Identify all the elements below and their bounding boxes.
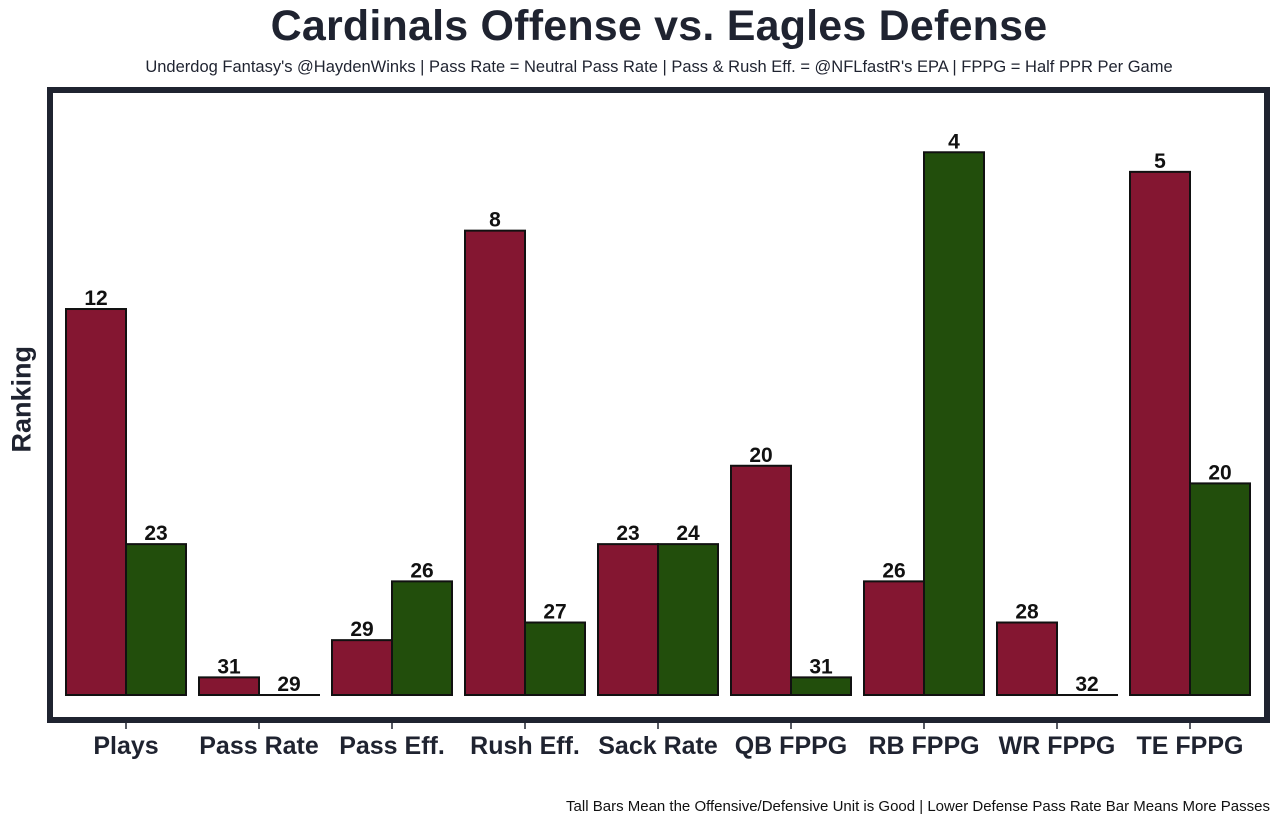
x-tick-label-sack-rate: Sack Rate	[598, 732, 718, 760]
offense-bar-rb-fppg	[863, 580, 925, 696]
chart-footer-note: Tall Bars Mean the Offensive/Defensive U…	[566, 798, 1270, 815]
defense-bar-te-fppg	[1189, 482, 1251, 696]
offense-rank-label-wr-fppg: 28	[1015, 601, 1039, 624]
defense-rank-label-sack-rate: 24	[676, 522, 700, 545]
offense-rank-label-qb-fppg: 20	[749, 444, 772, 467]
chart-title: Cardinals Offense vs. Eagles Defense	[270, 2, 1048, 50]
offense-rank-label-sack-rate: 23	[616, 522, 639, 545]
offense-bar-qb-fppg	[730, 464, 792, 696]
defense-rank-label-rush-eff: 27	[543, 601, 566, 624]
offense-rank-label-rush-eff: 8	[489, 209, 501, 232]
value-labels-layer: 12 23 31 29 29 26 8 27 23 24 20 31 26 4 28 32 5 20	[84, 130, 1231, 696]
offense-rank-label-pass-rate: 31	[217, 655, 241, 678]
offense-bar-rush-eff	[464, 229, 526, 696]
offense-rank-label-plays: 12	[84, 287, 107, 310]
x-tick-label-rb-fppg: RB FPPG	[868, 732, 979, 760]
plot-frame	[47, 87, 1270, 723]
x-tick-label-pass-eff: Pass Eff.	[339, 732, 445, 760]
offense-bar-pass-eff	[331, 639, 393, 696]
defense-bar-sack-rate	[657, 543, 719, 696]
defense-bar-pass-eff	[391, 580, 453, 696]
x-tick-label-qb-fppg: QB FPPG	[735, 732, 848, 760]
x-tick-label-plays: Plays	[93, 732, 158, 760]
defense-rank-label-rb-fppg: 4	[948, 130, 960, 153]
chart-subtitle: Underdog Fantasy's @HaydenWinks | Pass R…	[145, 58, 1173, 76]
offense-bar-sack-rate	[597, 543, 659, 696]
defense-rank-label-qb-fppg: 31	[809, 655, 833, 678]
defense-bar-rush-eff	[524, 621, 586, 696]
x-tick-label-te-fppg: TE FPPG	[1137, 732, 1244, 760]
offense-bar-wr-fppg	[996, 621, 1058, 696]
bars-layer	[65, 151, 1251, 697]
defense-bar-rb-fppg	[923, 151, 985, 696]
defense-rank-label-wr-fppg: 32	[1075, 673, 1098, 696]
offense-rank-label-te-fppg: 5	[1154, 150, 1166, 173]
defense-rank-label-plays: 23	[144, 522, 167, 545]
defense-bar-plays	[125, 543, 187, 696]
x-tick-label-rush-eff: Rush Eff.	[470, 732, 580, 760]
defense-bar-qb-fppg	[790, 676, 852, 696]
x-tick-label-wr-fppg: WR FPPG	[999, 732, 1116, 760]
defense-rank-label-pass-rate: 29	[277, 673, 300, 696]
offense-rank-label-pass-eff: 29	[350, 618, 373, 641]
defense-rank-label-te-fppg: 20	[1208, 461, 1231, 484]
x-tick-label-pass-rate: Pass Rate	[199, 732, 319, 760]
offense-bar-plays	[65, 308, 127, 696]
x-ticks-layer: Plays Pass Rate Pass Eff. Rush Eff. Sack Rat…	[93, 723, 1243, 760]
offense-bar-pass-rate	[198, 676, 260, 696]
offense-bar-te-fppg	[1129, 170, 1191, 696]
offense-rank-label-rb-fppg: 26	[882, 559, 905, 582]
defense-rank-label-pass-eff: 26	[410, 559, 433, 582]
